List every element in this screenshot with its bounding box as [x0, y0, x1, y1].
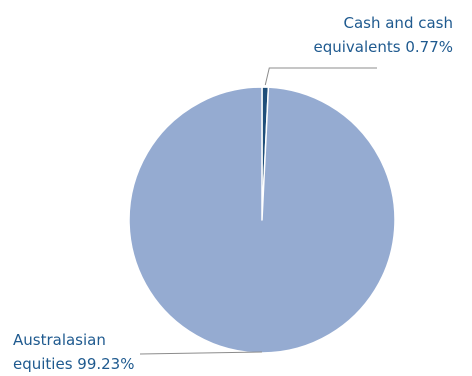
- leader-line-cash: [264, 67, 377, 86]
- data-label-cash-and-cash-equivalents: Cash and cash equivalents 0.77%: [313, 11, 453, 59]
- data-label-equities-line-1: Australasian: [13, 331, 106, 349]
- data-label-equities-line-2: equities 99.23%: [13, 355, 135, 373]
- pie-slice-australasian-equities: [128, 86, 396, 354]
- data-label-cash-line-1: Cash and cash: [343, 14, 453, 32]
- leader-lines: [139, 67, 377, 355]
- data-label-australasian-equities: Australasian equities 99.23%: [13, 328, 134, 376]
- data-label-cash-line-2: equivalents 0.77%: [313, 38, 453, 56]
- leader-line-equities: [139, 351, 263, 355]
- pie-slices: [128, 86, 396, 354]
